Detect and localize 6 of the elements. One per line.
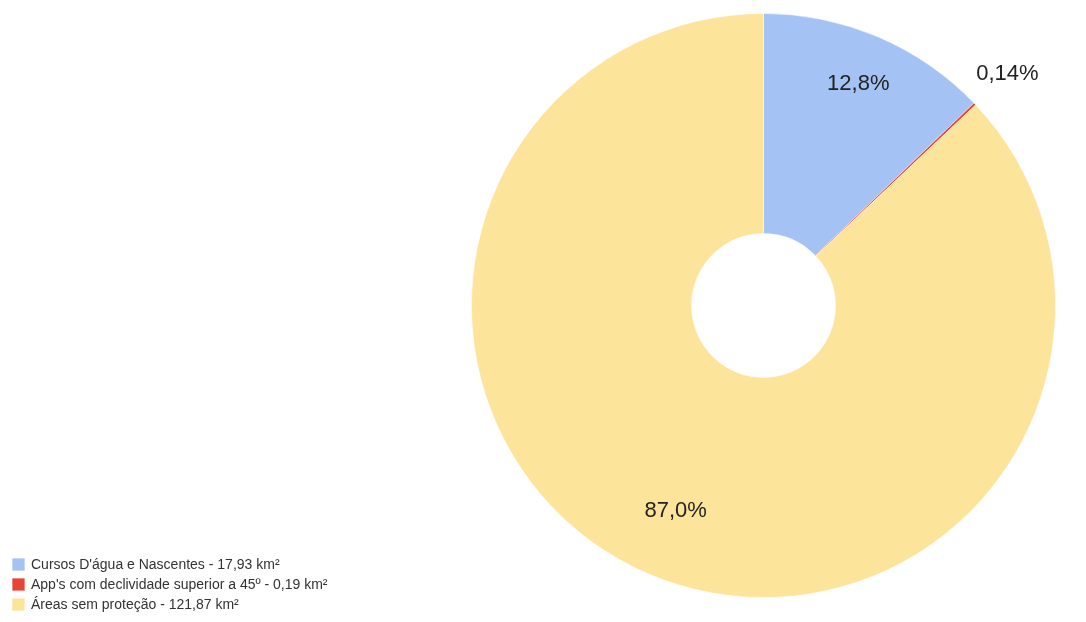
legend-label: App's com declividade superior a 45º - 0,19 km²	[31, 576, 328, 592]
legend-label: Cursos D'água e Nascentes - 17,93 km²	[31, 556, 280, 572]
data-label: 87,0%	[644, 496, 707, 522]
data-label: 12,8%	[827, 70, 890, 96]
legend-label: Áreas sem proteção - 121,87 km²	[31, 596, 239, 612]
data-label: 0,14%	[976, 60, 1039, 86]
